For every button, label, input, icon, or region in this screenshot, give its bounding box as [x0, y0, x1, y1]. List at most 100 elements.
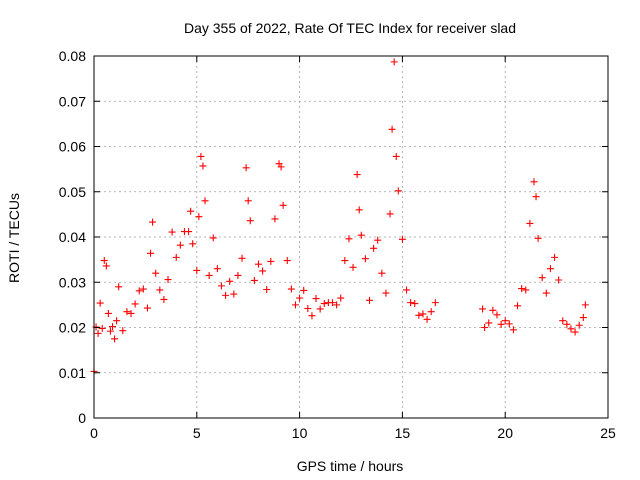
data-point [378, 269, 386, 277]
data-point [102, 262, 110, 270]
data-point [403, 286, 411, 294]
x-tick-label: 20 [497, 425, 513, 441]
data-point [143, 304, 151, 312]
data-point [131, 300, 139, 308]
data-point [160, 295, 168, 303]
data-point [172, 253, 180, 261]
data-point [300, 286, 308, 294]
data-point [333, 301, 341, 309]
data-point [127, 309, 135, 317]
data-point [532, 193, 540, 201]
data-point [201, 197, 209, 205]
data-point [291, 301, 299, 309]
data-point [489, 306, 497, 314]
data-point [509, 326, 517, 334]
data-point [341, 257, 349, 265]
data-point [501, 317, 509, 325]
data-point [357, 231, 365, 239]
data-point [106, 327, 114, 335]
data-point [226, 277, 234, 285]
x-tick-label: 0 [90, 425, 98, 441]
data-point [497, 320, 505, 328]
data-point [111, 335, 119, 343]
data-point [349, 263, 357, 271]
data-point [123, 308, 131, 316]
data-point [479, 305, 487, 313]
data-point [485, 319, 493, 327]
data-point [94, 329, 102, 337]
data-point [267, 257, 275, 265]
data-point [546, 265, 554, 273]
data-point [407, 299, 415, 307]
axis-ticks: 0 5 10 15 20 25 0 0.01 0.02 0.03 0.04 0.05 0.06 0.07 0… [59, 48, 616, 441]
data-point [345, 235, 353, 243]
data-point [277, 163, 285, 171]
data-point [542, 289, 550, 297]
data-point [213, 265, 221, 273]
data-point [493, 311, 501, 319]
data-point [392, 152, 400, 160]
data-point [164, 276, 172, 284]
data-point [555, 276, 563, 284]
data-point [427, 308, 435, 316]
data-point [559, 317, 567, 325]
data-point [230, 290, 238, 298]
grid [94, 56, 608, 418]
data-point [415, 311, 423, 319]
x-tick-label: 25 [600, 425, 616, 441]
data-point [411, 300, 419, 308]
y-tick-label: 0 [78, 410, 86, 426]
y-axis-label: ROTI / TECUs [6, 193, 22, 283]
data-point [244, 197, 252, 205]
data-point [100, 257, 108, 265]
data-point [563, 320, 571, 328]
data-point [579, 314, 587, 322]
data-point [316, 305, 324, 313]
data-point [156, 286, 164, 294]
data-point [522, 286, 530, 294]
data-point [312, 295, 320, 303]
data-point [328, 299, 336, 307]
data-point [187, 207, 195, 215]
y-tick-label: 0.05 [59, 184, 86, 200]
x-tick-label: 10 [292, 425, 308, 441]
data-point [394, 187, 402, 195]
data-point [337, 294, 345, 302]
data-point [308, 312, 316, 320]
data-point [353, 171, 361, 179]
data-point [152, 269, 160, 277]
data-point [374, 236, 382, 244]
data-point [193, 266, 201, 274]
data-point [238, 254, 246, 262]
y-tick-label: 0.07 [59, 93, 86, 109]
data-point [242, 164, 250, 172]
data-point [168, 228, 176, 236]
data-point [176, 241, 184, 249]
y-tick-label: 0.04 [59, 229, 86, 245]
data-point [431, 299, 439, 307]
data-point [361, 255, 369, 263]
data-point [222, 291, 230, 299]
data-point [217, 282, 225, 290]
data-point [189, 240, 197, 248]
data-point [419, 310, 427, 318]
data-point [355, 206, 363, 214]
data-point [567, 325, 575, 333]
data-point [423, 315, 431, 323]
data-point [246, 217, 254, 225]
data-point [538, 274, 546, 282]
data-point [209, 234, 217, 242]
chart-title: Day 355 of 2022, Rate Of TEC Index for r… [184, 20, 516, 36]
data-point [283, 257, 291, 265]
y-tick-label: 0.02 [59, 320, 86, 336]
data-point [139, 285, 147, 293]
data-point [518, 285, 526, 293]
data-point [254, 260, 262, 268]
data-point [382, 289, 390, 297]
data-point [390, 58, 398, 66]
data-point [386, 210, 394, 218]
data-point [505, 320, 513, 328]
data-point [205, 271, 213, 279]
y-tick-label: 0.06 [59, 139, 86, 155]
